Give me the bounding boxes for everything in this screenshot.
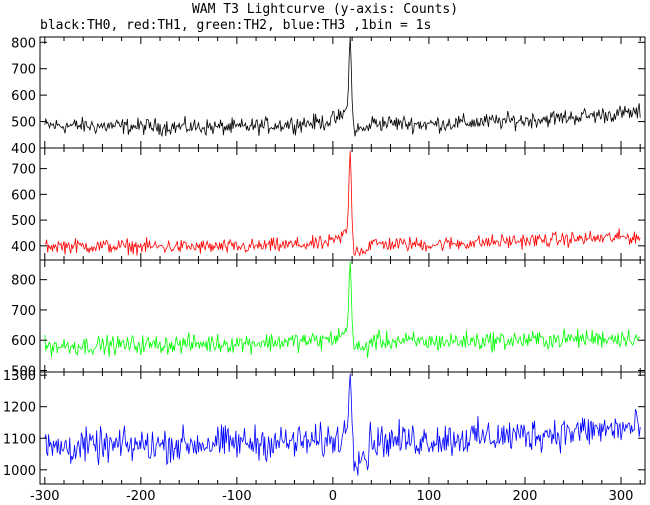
y-tick-label: 400 — [11, 142, 36, 157]
panel-frame-th1 — [39, 147, 646, 261]
y-tick-label: 400 — [11, 240, 36, 255]
series-line-th0 — [44, 36, 641, 138]
x-tick-label: 300 — [609, 489, 634, 504]
y-tick-label: 500 — [11, 116, 36, 131]
x-tick-label: -300 — [30, 489, 60, 504]
y-tick-label: 1300 — [3, 369, 36, 384]
panel-frame-th2 — [39, 259, 646, 373]
x-tick-label: 100 — [417, 489, 442, 504]
y-tick-label: 1000 — [3, 464, 36, 479]
y-tick-label: 500 — [11, 214, 36, 229]
x-tick-label: 200 — [513, 489, 538, 504]
y-tick-label: 800 — [11, 36, 36, 51]
series-line-th1 — [44, 150, 641, 257]
y-tick-label: 1100 — [3, 432, 36, 447]
panel-frame-th3 — [39, 371, 646, 485]
chart-title: WAM T3 Lightcurve (y-axis: Counts) — [191, 2, 459, 17]
x-tick-label: -200 — [126, 489, 156, 504]
y-tick-label: 600 — [11, 188, 36, 203]
series-line-th3 — [44, 373, 641, 476]
panel-frame-th0 — [39, 36, 646, 149]
y-tick-label: 700 — [11, 304, 36, 319]
y-tick-label: 800 — [11, 274, 36, 289]
x-tick-label: -100 — [222, 489, 252, 504]
y-tick-label: 1200 — [3, 401, 36, 416]
chart-subtitle: black:TH0, red:TH1, green:TH2, blue:TH3 … — [40, 18, 432, 33]
series-line-th2 — [44, 261, 641, 358]
x-tick-label: 0 — [329, 489, 337, 504]
y-tick-label: 600 — [11, 334, 36, 349]
y-tick-label: 700 — [11, 163, 36, 178]
y-tick-label: 500 — [11, 364, 36, 379]
y-tick-label: 700 — [11, 63, 36, 78]
y-tick-label: 600 — [11, 89, 36, 104]
